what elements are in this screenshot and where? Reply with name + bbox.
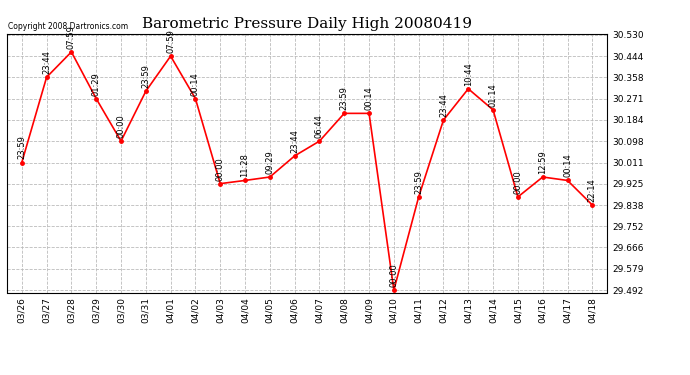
Text: 23:59: 23:59	[414, 170, 423, 194]
Text: 23:44: 23:44	[439, 93, 448, 117]
Text: 23:59: 23:59	[17, 136, 26, 159]
Text: 09:29: 09:29	[266, 150, 275, 174]
Text: 00:14: 00:14	[563, 154, 572, 177]
Text: 01:14: 01:14	[489, 83, 497, 107]
Text: 00:14: 00:14	[364, 87, 373, 110]
Text: 12:59: 12:59	[538, 150, 547, 174]
Text: 07:59: 07:59	[166, 29, 175, 53]
Text: 00:00: 00:00	[389, 263, 398, 287]
Text: 06:44: 06:44	[315, 114, 324, 138]
Text: 00:00: 00:00	[216, 157, 225, 181]
Text: 01:29: 01:29	[92, 72, 101, 96]
Title: Barometric Pressure Daily High 20080419: Barometric Pressure Daily High 20080419	[142, 17, 472, 31]
Text: 22:14: 22:14	[588, 178, 597, 202]
Text: 23:44: 23:44	[290, 129, 299, 153]
Text: 23:59: 23:59	[339, 86, 348, 110]
Text: 11:28: 11:28	[241, 153, 250, 177]
Text: Copyright 2008 Dartronics.com: Copyright 2008 Dartronics.com	[8, 22, 128, 31]
Text: 00:14: 00:14	[191, 72, 200, 96]
Text: 23:44: 23:44	[42, 50, 51, 74]
Text: 07:59: 07:59	[67, 25, 76, 49]
Text: 00:00: 00:00	[513, 170, 522, 194]
Text: 00:00: 00:00	[117, 114, 126, 138]
Text: 23:59: 23:59	[141, 64, 150, 88]
Text: 10:44: 10:44	[464, 62, 473, 86]
